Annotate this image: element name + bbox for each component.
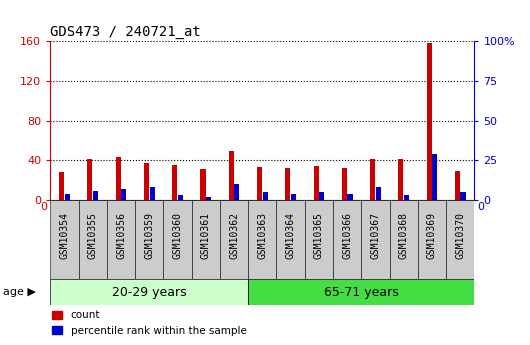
Bar [305,200,333,279]
Text: GSM10355: GSM10355 [88,212,98,259]
Bar [446,200,474,279]
Text: 0: 0 [477,203,484,213]
Bar [206,197,211,200]
Text: GSM10362: GSM10362 [229,212,239,259]
Text: GSM10368: GSM10368 [399,212,409,259]
Bar [461,192,465,200]
Bar [107,200,135,279]
Text: GSM10363: GSM10363 [258,212,267,259]
Bar [390,200,418,279]
Text: age ▶: age ▶ [3,287,36,297]
Bar [399,159,403,200]
Bar [370,159,375,200]
Bar [342,168,347,200]
Text: GSM10365: GSM10365 [314,212,324,259]
Text: GDS473 / 240721_at: GDS473 / 240721_at [50,25,201,39]
Bar [87,159,92,200]
Bar [78,200,107,279]
Text: GSM10361: GSM10361 [201,212,211,259]
Bar [50,200,78,279]
Bar [93,190,98,200]
Text: GSM10367: GSM10367 [370,212,381,259]
Text: GSM10366: GSM10366 [342,212,352,259]
Bar [432,154,437,200]
Bar [418,200,446,279]
Legend: count, percentile rank within the sample: count, percentile rank within the sample [48,306,251,340]
Bar [229,150,234,200]
Bar [172,165,177,200]
Bar [192,200,220,279]
Bar [65,194,70,200]
Bar [361,200,390,279]
Bar [455,171,460,200]
Text: 0: 0 [41,203,48,213]
Bar [116,157,121,200]
Bar [248,200,277,279]
Bar [59,172,64,200]
Bar [285,168,290,200]
Bar [121,189,126,200]
Bar [427,43,431,200]
Bar [248,279,474,305]
Text: 65-71 years: 65-71 years [324,286,399,299]
Text: GSM10370: GSM10370 [455,212,465,259]
Text: GSM10354: GSM10354 [59,212,69,259]
Text: GSM10360: GSM10360 [173,212,182,259]
Bar [135,200,163,279]
Text: GSM10356: GSM10356 [116,212,126,259]
Bar [291,194,296,200]
Bar [319,192,324,200]
Bar [149,187,155,200]
Bar [220,200,248,279]
Bar [333,200,361,279]
Bar [144,164,149,200]
Text: 20-29 years: 20-29 years [112,286,187,299]
Text: GSM10364: GSM10364 [286,212,296,259]
Bar [263,192,268,200]
Text: GSM10359: GSM10359 [144,212,154,259]
Bar [200,169,206,200]
Bar [348,194,352,200]
Bar [50,279,248,305]
Text: GSM10369: GSM10369 [427,212,437,259]
Bar [404,195,409,200]
Bar [234,184,240,200]
Bar [178,195,183,200]
Bar [376,187,381,200]
Bar [257,167,262,200]
Bar [314,166,319,200]
Bar [163,200,192,279]
Bar [277,200,305,279]
